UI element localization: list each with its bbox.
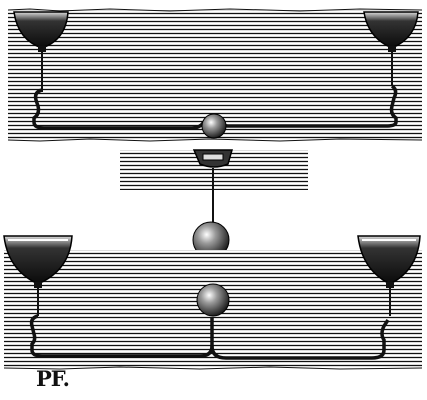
lower-right-bowl-icon (357, 235, 421, 316)
upper-right-bowl-icon (363, 11, 419, 86)
lower-connecting-pipe (29, 314, 390, 360)
lower-ball-icon (196, 283, 230, 317)
upper-ball-icon (201, 113, 227, 139)
lower-left-bowl-icon (3, 235, 73, 316)
pendant-lamp-icon (192, 149, 233, 259)
upper-left-bowl-icon (13, 11, 69, 92)
engraver-signature: PF. (36, 366, 70, 391)
